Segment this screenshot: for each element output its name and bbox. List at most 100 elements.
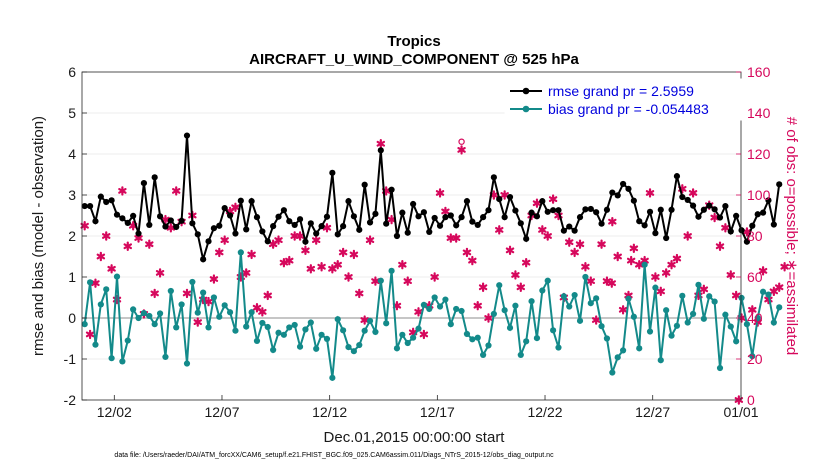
rmse-point [501,214,508,221]
obs-assimilated-point [209,274,219,284]
x-tick-label: 12/02 [97,404,132,420]
obs-assimilated-point [172,186,181,196]
bias-point [738,294,745,302]
rmse-point [700,206,707,213]
x-tick-label: 12/22 [527,404,562,420]
left-axis-tick-labels: -2 -1 0 1 2 3 4 5 6 [64,64,77,408]
obs-assimilated-point [285,255,294,266]
right-tick-label: 0 [747,392,755,408]
bias-point [754,314,761,322]
bias-point [178,301,185,308]
bias-series [81,249,783,381]
rmse-point [167,217,174,224]
bias-point [641,261,648,268]
bias-point [253,337,261,345]
footnote: data file: /Users/raeder/DAI/ATM_forcXX/… [114,452,554,459]
bias-point [275,329,282,336]
rmse-point [103,198,110,206]
obs-assimilated-point [349,249,359,260]
left-tick-label: 4 [68,146,76,162]
obs-assimilated-point [726,270,735,280]
obs-assimilated-point [118,186,127,196]
rmse-point [571,227,578,234]
obs-assimilated-point [683,231,692,241]
obs-assimilated-point [241,268,251,278]
rmse-point [280,207,287,214]
rmse-point [711,206,718,213]
chart-title-line1: Tropics [387,33,440,50]
bias-point [587,300,594,307]
rmse-point [194,231,201,238]
left-tick-label: 5 [68,105,76,121]
bias-point [603,335,611,342]
rmse-point [356,226,363,233]
rmse-point [743,238,751,245]
right-tick-label: 100 [747,187,771,203]
bias-point [415,325,422,332]
bias-point [92,341,99,348]
rmse-line [84,135,781,260]
rmse-point [237,197,244,204]
rmse-point [765,197,772,204]
grid-layer [82,112,741,360]
x-tick-label: 12/12 [312,404,347,420]
x-tick-label: 01/01 [723,404,758,420]
bias-point [173,324,180,331]
obs-assimilated-point [155,268,165,278]
obs-assimilated-point [398,260,407,270]
legend-rmse-label: rmse grand pr = 2.5959 [548,83,694,99]
bias-point [404,339,411,347]
bias-point [420,301,427,308]
obs-assimilated-point [656,286,665,297]
rmse-point [636,218,643,225]
bias-point [689,310,697,317]
bias-point [399,331,406,338]
obs-assimilated-point [516,282,526,292]
bias-point [733,338,740,345]
obs-assimilated-point [328,264,337,274]
obs-assimilated-point [145,239,154,249]
bias-point [81,321,88,328]
bias-point [722,311,729,318]
obs-assimilated-point [626,255,636,266]
x-axis-label: Dec.01,2015 00:00:00 start [324,429,506,446]
rmse-point [334,231,341,238]
bias-point [490,310,497,317]
rmse-point [221,205,228,212]
obs-assimilated-point [651,272,660,282]
obs-assimilated-point [543,231,552,241]
rmse-point [759,209,767,216]
obs-assimilated-point [85,329,95,340]
rmse-point [92,218,99,225]
rmse-point [733,212,740,220]
bias-point [97,301,104,308]
bias-point [221,302,228,309]
obs-assimilated-point [500,190,509,200]
rmse-point [490,174,497,181]
bias-point [463,330,471,338]
rmse-point [641,222,648,229]
rmse-point [566,223,573,230]
obs-assimilated-point [414,307,423,317]
rmse-point [436,222,444,229]
rmse-point [587,205,594,213]
right-tick-label: 20 [747,351,763,367]
rmse-point [485,207,492,214]
bias-point [657,357,664,364]
bias-line [83,252,781,379]
obs-assimilated-point [613,251,622,262]
bias-point [555,344,562,351]
bias-point [372,328,379,336]
obs-assimilated-point [376,139,386,149]
obs-assimilated-point [338,247,348,258]
rmse-point [754,211,761,218]
rmse-point [135,230,142,237]
bias-point [549,327,557,334]
obs-assimilated-point [607,278,617,288]
rmse-point [576,214,584,221]
right-y-axis-label: # of obs: o=possible; ∗=assimilated [783,117,800,356]
bias-point [113,273,121,280]
obs-assimilated-point [667,260,676,270]
obs-assimilated-point [505,245,515,256]
rmse-point [393,232,401,240]
